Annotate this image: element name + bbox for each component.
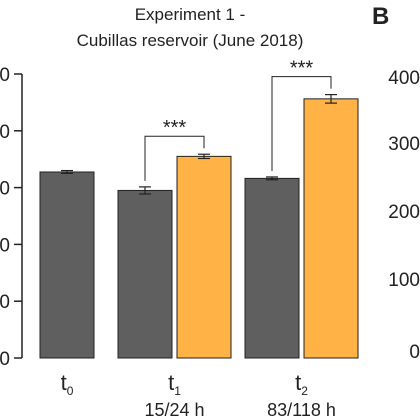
- panel-b-tick-label: 300: [388, 134, 420, 155]
- y-tick-label: 0: [0, 122, 10, 143]
- significance-label: ***: [163, 117, 187, 139]
- significance-bracket: [271, 76, 332, 171]
- category-label: t2: [295, 370, 308, 398]
- category-sublabel: 15/24 h: [144, 400, 204, 420]
- chart-title-line-1: Experiment 1 -: [135, 5, 246, 24]
- bar-dark: [244, 177, 300, 359]
- category-sublabel: 83/118 h: [267, 400, 336, 420]
- bar-dark: [39, 171, 95, 359]
- y-tick-label: 0: [0, 235, 10, 256]
- panel-label: B: [372, 3, 389, 30]
- y-tick-label: 0: [0, 65, 10, 86]
- panel-b-tick-label: 100: [388, 270, 420, 291]
- panel-b-tick-label: 200: [388, 202, 420, 223]
- y-tick-label: 0: [0, 292, 10, 313]
- category-label: t0: [61, 370, 74, 398]
- bar-dark: [117, 189, 173, 359]
- panel-b-tick-label: 0: [409, 342, 420, 363]
- panel-b-tick-label: 400: [388, 68, 420, 89]
- y-tick-label: 0: [0, 349, 10, 370]
- chart-title-line-2: Cubillas reservoir (June 2018): [77, 31, 304, 50]
- y-tick-label: 0: [0, 179, 10, 200]
- bar-orange: [176, 155, 232, 359]
- significance-bracket: [144, 135, 205, 181]
- significance-label: ***: [290, 58, 314, 80]
- bar-orange: [303, 98, 359, 359]
- category-label: t1: [168, 370, 181, 398]
